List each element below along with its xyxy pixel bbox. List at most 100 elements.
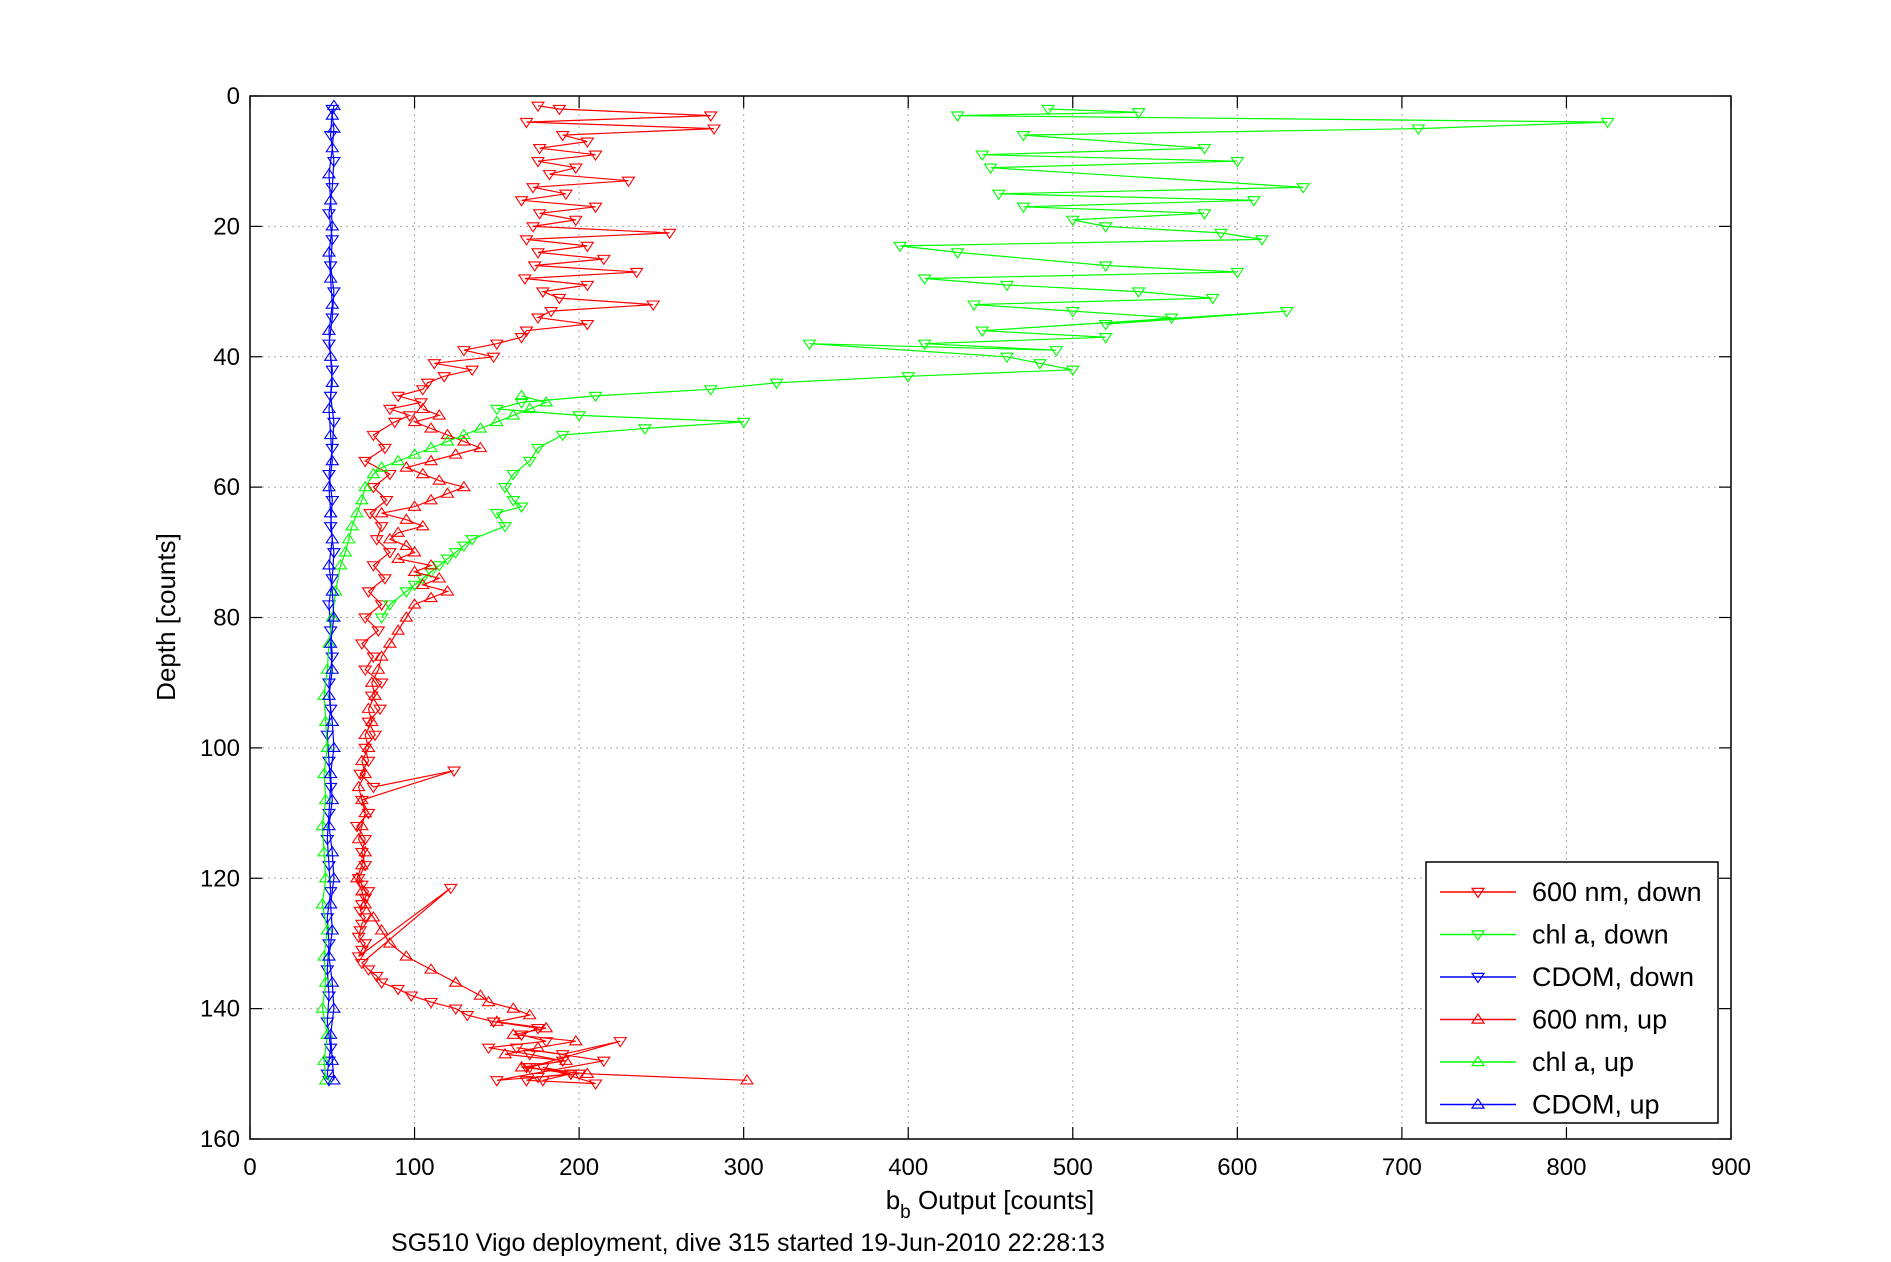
data-point bbox=[506, 496, 521, 507]
data-point bbox=[555, 130, 570, 142]
y-tick-label: 60 bbox=[213, 474, 240, 501]
data-point bbox=[320, 1017, 335, 1029]
data-point bbox=[596, 1056, 611, 1068]
data-point bbox=[323, 767, 338, 779]
series-line bbox=[356, 105, 715, 1085]
data-point bbox=[323, 193, 338, 205]
data-point bbox=[580, 320, 595, 331]
legend-entry: chl a, down bbox=[1440, 920, 1669, 950]
data-point bbox=[532, 144, 547, 155]
data-point bbox=[489, 415, 504, 427]
data-point bbox=[361, 965, 376, 976]
data-point bbox=[399, 461, 414, 472]
data-point bbox=[440, 554, 455, 566]
data-point bbox=[358, 613, 373, 624]
data-point bbox=[514, 1060, 529, 1072]
data-point bbox=[1411, 124, 1426, 135]
series-line bbox=[328, 105, 335, 1081]
series-line bbox=[356, 408, 748, 1081]
data-point bbox=[325, 532, 340, 544]
data-point bbox=[382, 532, 397, 544]
data-point bbox=[353, 769, 368, 781]
series-0 bbox=[349, 101, 722, 1090]
data-point bbox=[1016, 202, 1031, 214]
data-point bbox=[489, 509, 504, 520]
data-point bbox=[415, 402, 430, 414]
data-point bbox=[391, 454, 406, 466]
data-point bbox=[967, 300, 982, 311]
data-point bbox=[374, 461, 389, 472]
data-point bbox=[530, 1041, 545, 1052]
data-point bbox=[374, 978, 389, 989]
data-point bbox=[366, 561, 381, 572]
data-point bbox=[1197, 209, 1212, 220]
figure-caption: SG510 Vigo deployment, dive 315 started … bbox=[391, 1229, 1105, 1257]
legend-entry: 600 nm, down bbox=[1440, 877, 1702, 907]
data-point bbox=[530, 313, 545, 325]
data-point bbox=[950, 248, 965, 259]
data-point bbox=[317, 845, 332, 857]
data-point bbox=[555, 430, 570, 442]
data-point bbox=[522, 402, 537, 414]
data-point bbox=[481, 1043, 496, 1055]
data-point bbox=[975, 326, 990, 338]
data-point bbox=[407, 500, 422, 511]
data-point bbox=[769, 378, 784, 390]
data-point bbox=[407, 598, 422, 609]
data-point bbox=[1049, 346, 1064, 357]
data-point bbox=[1197, 144, 1212, 155]
data-point bbox=[568, 1034, 583, 1046]
data-point bbox=[1098, 222, 1113, 233]
data-point bbox=[387, 417, 402, 429]
data-point bbox=[473, 422, 488, 433]
data-point bbox=[321, 558, 337, 570]
data-point bbox=[420, 378, 435, 390]
data-point bbox=[440, 428, 455, 440]
data-point bbox=[361, 741, 376, 753]
data-point bbox=[382, 937, 397, 948]
data-point bbox=[374, 600, 389, 611]
data-point bbox=[361, 702, 376, 713]
y-tick-label: 0 bbox=[227, 83, 240, 110]
series-3 bbox=[349, 402, 754, 1085]
data-point bbox=[321, 819, 337, 831]
legend-label: chl a, down bbox=[1532, 920, 1669, 950]
data-point bbox=[366, 652, 381, 664]
legend-marker bbox=[1470, 930, 1486, 941]
data-point bbox=[354, 884, 369, 896]
legend-marker bbox=[1470, 1013, 1486, 1024]
data-point bbox=[315, 897, 330, 909]
data-point bbox=[613, 1037, 628, 1048]
data-point bbox=[414, 398, 429, 409]
data-point bbox=[320, 730, 335, 742]
data-point bbox=[325, 585, 340, 596]
data-point bbox=[341, 532, 356, 544]
data-point bbox=[572, 1069, 587, 1081]
data-point bbox=[323, 506, 338, 518]
data-point bbox=[489, 404, 504, 416]
data-point bbox=[415, 467, 430, 479]
data-point bbox=[368, 689, 383, 700]
data-point bbox=[440, 487, 455, 498]
data-point bbox=[358, 893, 373, 905]
data-point bbox=[530, 1072, 545, 1084]
y-tick-label: 140 bbox=[200, 996, 240, 1023]
data-point bbox=[1016, 130, 1031, 142]
data-point bbox=[530, 101, 545, 113]
data-point bbox=[415, 574, 430, 585]
data-point bbox=[456, 541, 471, 553]
data-point bbox=[374, 613, 389, 624]
data-point bbox=[901, 372, 916, 383]
data-point bbox=[517, 274, 532, 285]
legend: 600 nm, down chl a, down CDOM, down 600 nm,… bbox=[1425, 861, 1719, 1124]
legend-marker bbox=[1470, 887, 1486, 899]
series-1 bbox=[374, 104, 1615, 624]
data-point bbox=[506, 1028, 521, 1039]
data-point bbox=[344, 519, 360, 531]
data-point bbox=[568, 163, 583, 175]
data-point bbox=[530, 443, 545, 455]
data-point bbox=[371, 663, 386, 674]
data-point bbox=[325, 574, 340, 585]
data-point bbox=[404, 991, 419, 1002]
data-point bbox=[489, 1076, 504, 1087]
